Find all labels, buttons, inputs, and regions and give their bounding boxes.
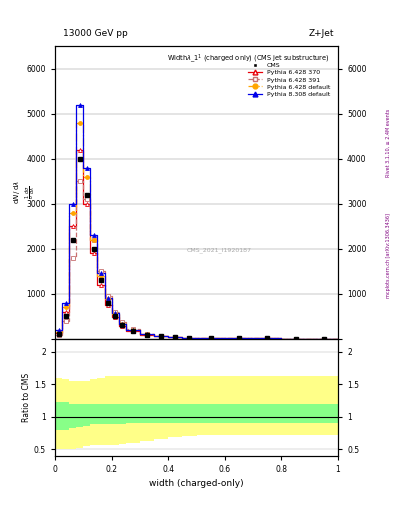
Text: CMS_2021_I1920187: CMS_2021_I1920187	[187, 247, 252, 252]
Text: mcplots.cern.ch [arXiv:1306.3436]: mcplots.cern.ch [arXiv:1306.3436]	[386, 214, 391, 298]
Text: Width$\lambda\_1^1$ (charged only) (CMS jet substructure): Width$\lambda\_1^1$ (charged only) (CMS …	[167, 52, 329, 65]
Legend: CMS, Pythia 6.428 370, Pythia 6.428 391, Pythia 6.428 default, Pythia 8.308 defa: CMS, Pythia 6.428 370, Pythia 6.428 391,…	[246, 61, 332, 99]
Y-axis label: Ratio to CMS: Ratio to CMS	[22, 373, 31, 422]
Text: Rivet 3.1.10, ≥ 2.4M events: Rivet 3.1.10, ≥ 2.4M events	[386, 109, 391, 178]
Text: 13000 GeV pp: 13000 GeV pp	[63, 29, 128, 38]
X-axis label: width (charged-only): width (charged-only)	[149, 479, 244, 488]
Y-axis label: $\mathrm{d}N\,/\,\mathrm{d}\lambda$
$\frac{1}{\sigma}\,\frac{d\sigma}{d\lambda}$: $\mathrm{d}N\,/\,\mathrm{d}\lambda$ $\fr…	[12, 180, 38, 204]
Text: Z+Jet: Z+Jet	[309, 29, 334, 38]
